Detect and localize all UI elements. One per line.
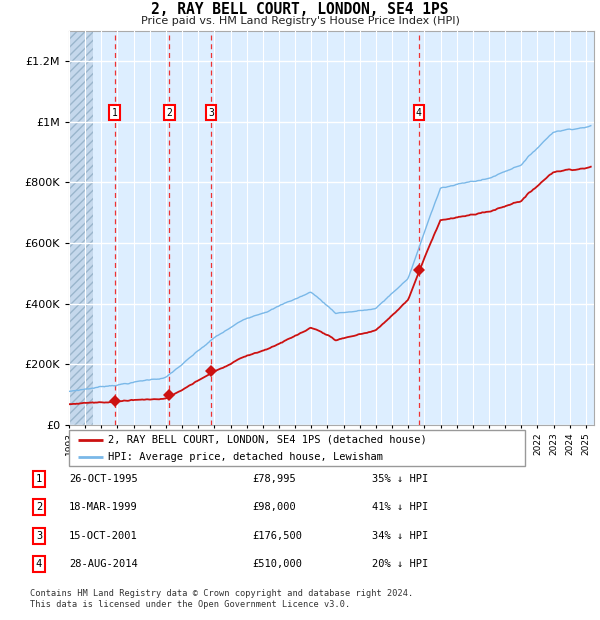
Text: HPI: Average price, detached house, Lewisham: HPI: Average price, detached house, Lewi… <box>108 451 383 461</box>
Text: 1: 1 <box>36 474 42 484</box>
Text: 41% ↓ HPI: 41% ↓ HPI <box>372 502 428 512</box>
Text: 18-MAR-1999: 18-MAR-1999 <box>69 502 138 512</box>
Text: 26-OCT-1995: 26-OCT-1995 <box>69 474 138 484</box>
Text: Price paid vs. HM Land Registry's House Price Index (HPI): Price paid vs. HM Land Registry's House … <box>140 16 460 26</box>
Text: 34% ↓ HPI: 34% ↓ HPI <box>372 531 428 541</box>
Text: 15-OCT-2001: 15-OCT-2001 <box>69 531 138 541</box>
Text: 2, RAY BELL COURT, LONDON, SE4 1PS: 2, RAY BELL COURT, LONDON, SE4 1PS <box>151 2 449 17</box>
Text: 4: 4 <box>36 559 42 569</box>
Text: £176,500: £176,500 <box>252 531 302 541</box>
Text: 28-AUG-2014: 28-AUG-2014 <box>69 559 138 569</box>
Text: £78,995: £78,995 <box>252 474 296 484</box>
Text: 3: 3 <box>208 108 214 118</box>
Bar <box>69 31 93 425</box>
Text: 35% ↓ HPI: 35% ↓ HPI <box>372 474 428 484</box>
Text: 3: 3 <box>36 531 42 541</box>
Text: 1: 1 <box>112 108 118 118</box>
Text: £98,000: £98,000 <box>252 502 296 512</box>
Text: £510,000: £510,000 <box>252 559 302 569</box>
Text: 2: 2 <box>166 108 172 118</box>
Text: Contains HM Land Registry data © Crown copyright and database right 2024.
This d: Contains HM Land Registry data © Crown c… <box>30 590 413 609</box>
Text: 4: 4 <box>416 108 422 118</box>
Text: 2, RAY BELL COURT, LONDON, SE4 1PS (detached house): 2, RAY BELL COURT, LONDON, SE4 1PS (deta… <box>108 435 427 445</box>
Text: 2: 2 <box>36 502 42 512</box>
Text: 20% ↓ HPI: 20% ↓ HPI <box>372 559 428 569</box>
